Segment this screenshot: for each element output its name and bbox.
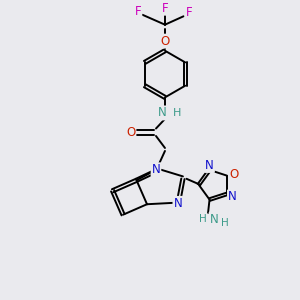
Text: O: O — [160, 34, 170, 48]
Text: N: N — [205, 159, 214, 172]
Text: O: O — [126, 126, 135, 139]
Text: F: F — [186, 6, 192, 19]
Text: N: N — [158, 106, 167, 119]
Text: H: H — [173, 108, 182, 118]
Text: H: H — [199, 214, 207, 224]
Text: N: N — [152, 163, 160, 176]
Text: H: H — [221, 218, 229, 228]
Text: N: N — [228, 190, 237, 203]
Text: F: F — [135, 5, 141, 18]
Text: N: N — [173, 197, 182, 210]
Text: N: N — [210, 212, 218, 226]
Text: O: O — [230, 168, 239, 181]
Text: F: F — [162, 2, 168, 15]
